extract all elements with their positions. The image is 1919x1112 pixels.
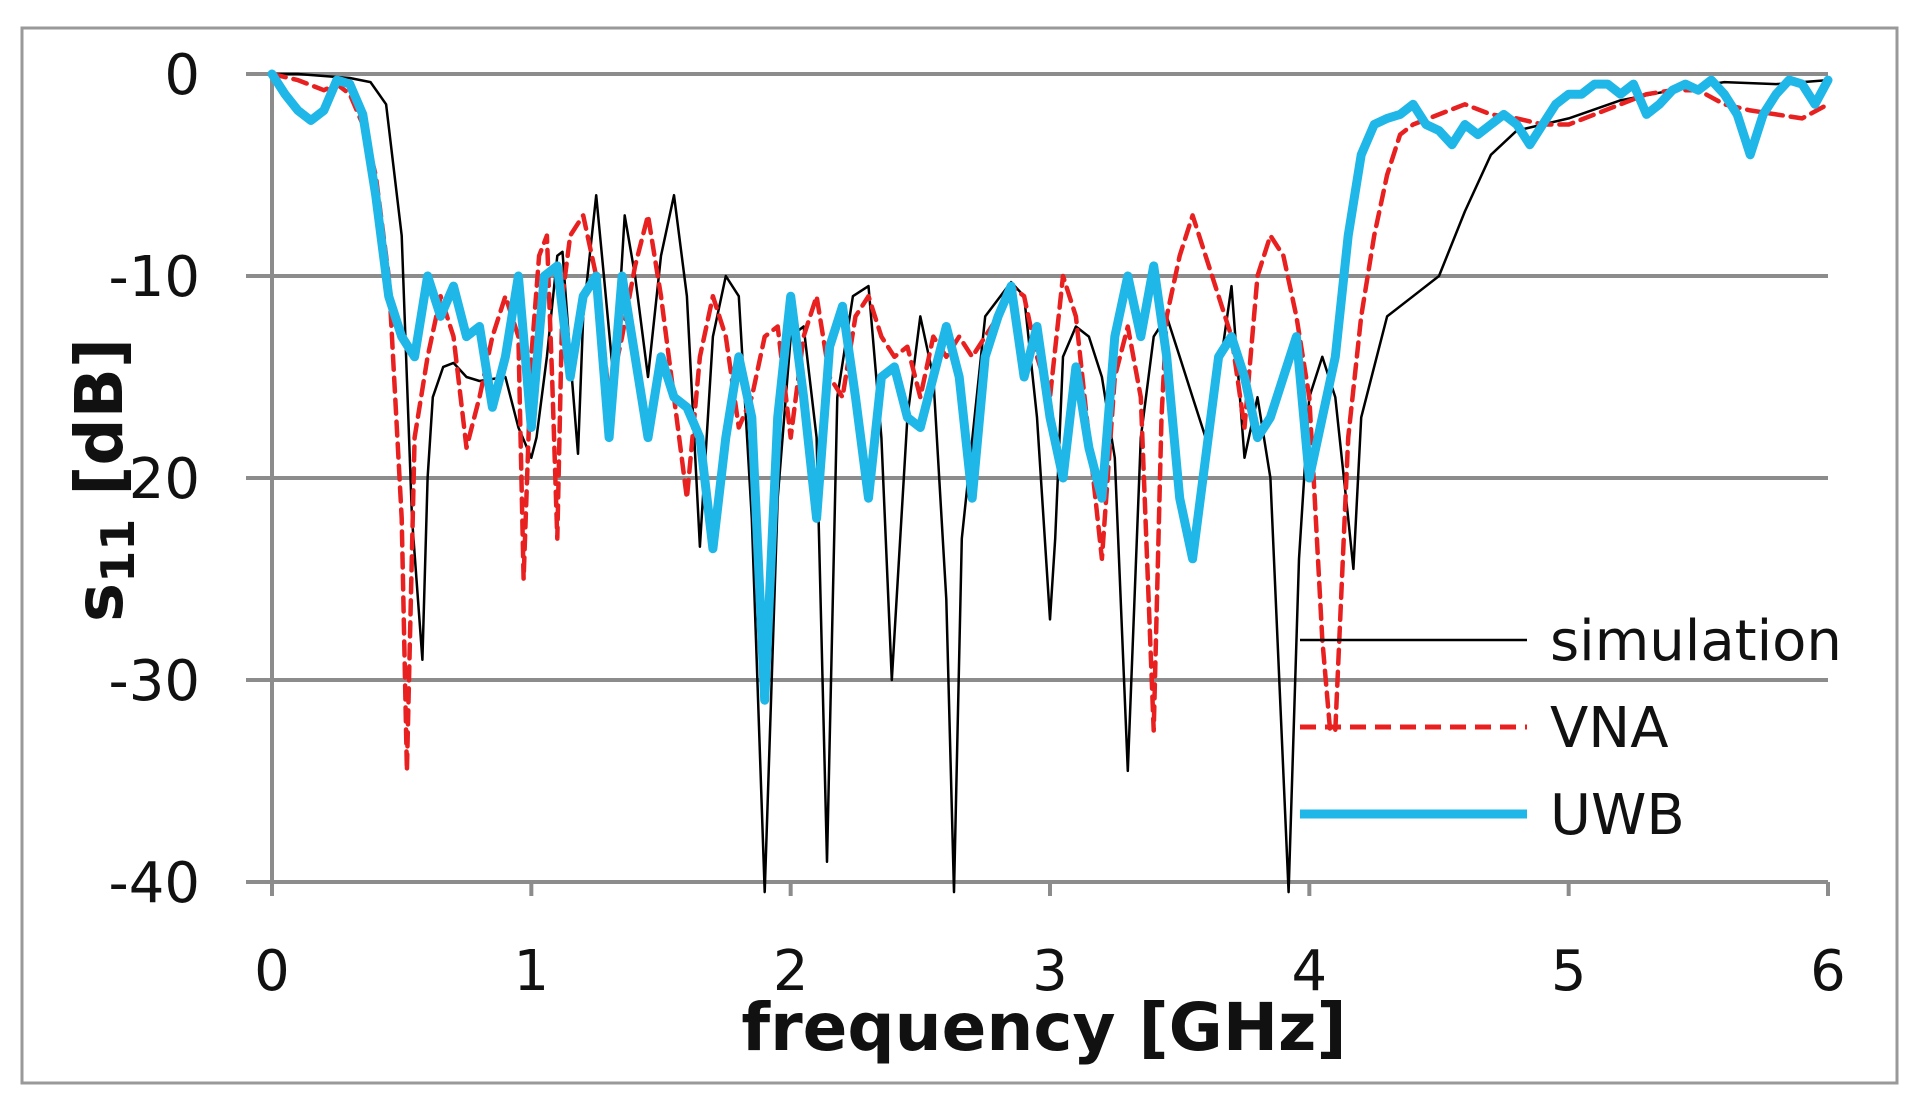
legend-label-uwb: UWB: [1550, 783, 1685, 848]
y-axis-label-unit: [dB]: [61, 338, 138, 496]
x-tick-label-6: 6: [1810, 939, 1846, 1004]
figure-border: [20, 26, 1899, 1085]
grid-lines: [246, 72, 1828, 884]
legend-item-simulation: simulation: [1300, 609, 1842, 674]
y-tick-label-4: -40: [109, 851, 200, 916]
y-tick-label-1: -10: [109, 245, 200, 310]
legend: simulation VNA UWB: [1300, 609, 1842, 848]
y-tick-labels: 0 -10 -20 -30 -40: [109, 43, 200, 916]
x-tick-label-3: 3: [1032, 939, 1068, 1004]
y-tick-label-2: -20: [109, 447, 200, 512]
x-tick-label-4: 4: [1292, 939, 1328, 1004]
y-axis-label-spacer: [61, 496, 138, 519]
x-tick-labels: 0 1 2 3 4 5 6: [254, 939, 1846, 1004]
y-axis-label: s11 [dB]: [61, 338, 145, 622]
series-line-vna: [269, 71, 1831, 774]
y-tick-label-0: 0: [164, 43, 200, 108]
y-axis-label-main: s: [61, 583, 138, 622]
y-axis-label-subscript: 11: [91, 519, 145, 583]
x-tick-label-0: 0: [254, 939, 290, 1004]
legend-label-vna: VNA: [1550, 696, 1669, 761]
x-tick-label-1: 1: [514, 939, 550, 1004]
x-tick-label-2: 2: [773, 939, 809, 1004]
legend-label-simulation: simulation: [1550, 609, 1842, 674]
x-axis-label: frequency [GHz]: [741, 989, 1346, 1066]
y-tick-label-3: -30: [109, 649, 200, 714]
series-lines: [267, 69, 1833, 894]
series-line-uwb: [267, 69, 1833, 705]
x-tick-label-5: 5: [1551, 939, 1587, 1004]
legend-item-uwb: UWB: [1300, 783, 1685, 848]
legend-item-vna: VNA: [1300, 696, 1669, 761]
axes: [270, 74, 1830, 896]
